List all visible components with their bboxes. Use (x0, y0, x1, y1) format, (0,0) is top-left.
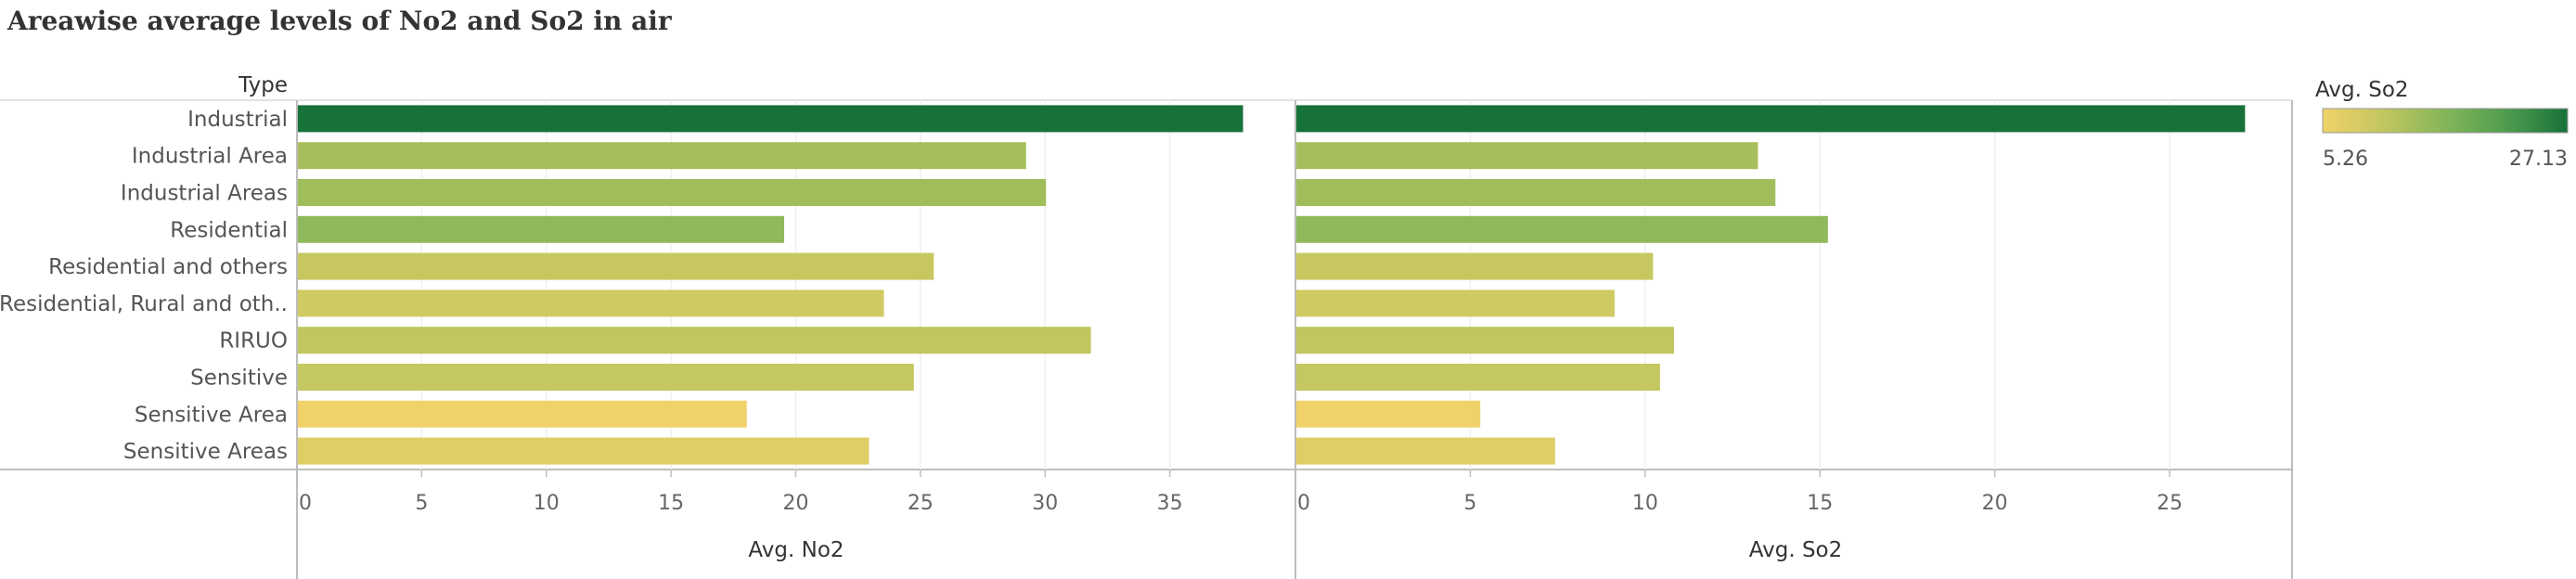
x-axis-title-so2: Avg. So2 (1749, 538, 1843, 562)
x-tick-label: 25 (908, 492, 934, 515)
category-label: Industrial Area (132, 145, 288, 169)
x-axis-title-no2: Avg. No2 (748, 538, 844, 562)
legend-title: Avg. So2 (2315, 78, 2409, 102)
bar-so2 (1296, 252, 1654, 280)
bar-so2 (1296, 437, 1555, 465)
x-tick-label: 15 (658, 492, 684, 515)
category-label: Residential (170, 218, 288, 242)
x-tick-label: 5 (415, 492, 428, 515)
category-label: Sensitive Areas (123, 440, 288, 464)
row-header-label: Type (238, 73, 288, 97)
bar-no2 (298, 179, 1047, 206)
bar-no2 (298, 290, 884, 317)
bar-no2 (298, 215, 785, 243)
x-tick-label: 20 (1982, 492, 2008, 515)
bars (298, 105, 2246, 465)
bar-so2 (1296, 179, 1776, 206)
x-tick-label: 10 (1632, 492, 1658, 515)
bar-so2 (1296, 290, 1615, 317)
category-label: Sensitive (190, 367, 288, 391)
bar-no2 (298, 105, 1243, 133)
bar-no2 (298, 142, 1026, 170)
color-legend: Avg. So2 5.26 27.13 (2315, 78, 2569, 171)
x-tick-label: 0 (1297, 492, 1310, 515)
bar-no2 (298, 400, 747, 428)
chart-title: Areawise average levels of No2 and So2 i… (7, 6, 672, 36)
chart-frame (0, 99, 2293, 579)
bar-no2 (298, 437, 869, 465)
legend-gradient-bar (2322, 108, 2569, 134)
legend-min-label: 5.26 (2323, 148, 2368, 171)
category-label: Industrial Areas (121, 182, 288, 206)
x-tick-label: 20 (783, 492, 809, 515)
category-label: Sensitive Area (135, 403, 288, 427)
category-labels: Industrial Industrial Area Industrial Area… (0, 108, 288, 464)
x-tick-label: 0 (299, 492, 312, 515)
x-tick-label: 35 (1157, 492, 1183, 515)
bar-so2 (1296, 215, 1828, 243)
bar-so2 (1296, 400, 1481, 428)
x-tick-label: 30 (1032, 492, 1058, 515)
tick-labels: 0 5 10 15 20 25 30 35 0 5 10 15 20 25 (296, 470, 2183, 515)
category-label: Residential, Rural and oth.. (0, 292, 288, 316)
bar-so2 (1296, 142, 1758, 170)
bar-no2 (298, 364, 914, 391)
category-label: Industrial (187, 108, 288, 132)
bar-so2 (1296, 105, 2246, 133)
x-tick-label: 10 (534, 492, 560, 515)
bar-so2 (1296, 327, 1674, 354)
bar-no2 (298, 252, 934, 280)
x-tick-label: 5 (1463, 492, 1476, 515)
category-label: Residential and others (48, 255, 288, 279)
bar-so2 (1296, 364, 1660, 391)
x-tick-label: 15 (1807, 492, 1833, 515)
bar-no2 (298, 327, 1091, 354)
category-label: RIRUO (219, 329, 288, 354)
legend-max-label: 27.13 (2509, 148, 2568, 171)
x-tick-label: 25 (2157, 492, 2183, 515)
